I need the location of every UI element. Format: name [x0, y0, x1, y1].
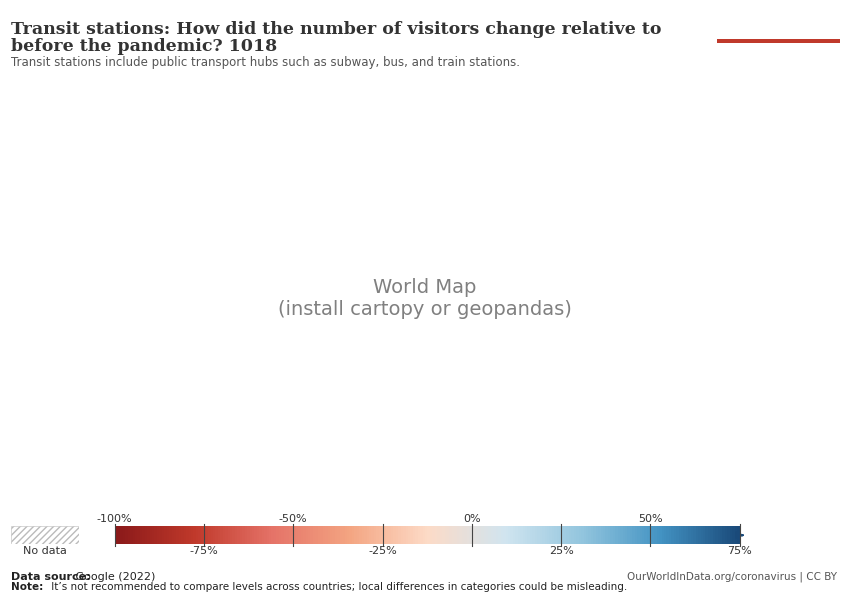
Text: -75%: -75% [190, 546, 218, 556]
Text: It’s not recommended to compare levels across countries; local differences in ca: It’s not recommended to compare levels a… [48, 582, 626, 592]
Text: Note:: Note: [11, 582, 43, 592]
Text: 0%: 0% [463, 514, 480, 524]
Text: 75%: 75% [727, 546, 752, 556]
Text: Data source:: Data source: [11, 572, 91, 582]
Text: before the pandemic? 1018: before the pandemic? 1018 [11, 38, 277, 55]
Text: in Data: in Data [756, 22, 799, 32]
Text: Transit stations include public transport hubs such as subway, bus, and train st: Transit stations include public transpor… [11, 56, 520, 69]
Text: OurWorldInData.org/coronavirus | CC BY: OurWorldInData.org/coronavirus | CC BY [627, 572, 837, 582]
Text: -25%: -25% [368, 546, 397, 556]
Text: World Map
(install cartopy or geopandas): World Map (install cartopy or geopandas) [278, 278, 572, 319]
Text: No data: No data [23, 546, 67, 556]
Text: 50%: 50% [638, 514, 662, 524]
Text: Transit stations: How did the number of visitors change relative to: Transit stations: How did the number of … [11, 21, 661, 38]
Bar [717, 38, 840, 43]
Text: -50%: -50% [279, 514, 308, 524]
Text: -100%: -100% [97, 514, 133, 524]
Text: 25%: 25% [548, 546, 574, 556]
Text: Google (2022): Google (2022) [72, 572, 156, 582]
Text: Our World: Our World [748, 11, 808, 21]
